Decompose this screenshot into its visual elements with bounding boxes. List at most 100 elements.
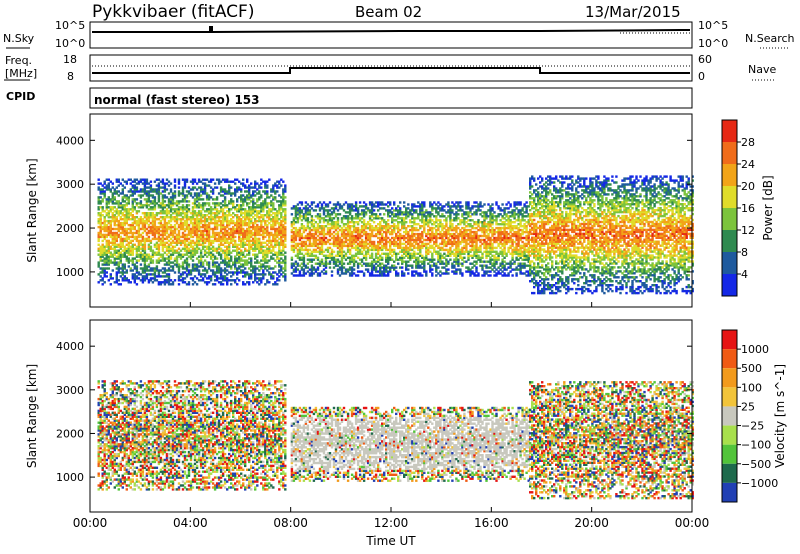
power-echo-cell	[159, 186, 163, 189]
power-echo-cell	[99, 225, 102, 229]
power-echo-cell	[159, 212, 163, 215]
power-echo-cell	[127, 196, 130, 199]
power-echo-cell	[107, 233, 110, 237]
power-echo-cells	[97, 175, 694, 295]
power-echo-cell	[97, 281, 100, 284]
power-echo-cell	[161, 245, 165, 248]
power-echo-cell	[153, 279, 157, 282]
power-echo-cell	[260, 194, 263, 197]
power-echo-cell	[141, 182, 145, 185]
power-echo-cell	[133, 192, 136, 195]
power-echo-cell	[101, 210, 104, 213]
power-echo-cell	[137, 247, 141, 250]
power-echo-cell	[97, 235, 100, 239]
power-echo-cell	[157, 196, 161, 199]
power-echo-cell	[115, 190, 118, 193]
power-echo-cell	[129, 249, 132, 252]
power-echo-cell	[137, 223, 141, 227]
power-echo-cell	[167, 247, 171, 250]
power-echo-cell	[103, 190, 106, 193]
power-echo-cell	[105, 204, 108, 207]
power-echo-cell	[284, 196, 287, 199]
power-echo-cell	[117, 283, 120, 286]
power-echo-cell	[111, 231, 114, 235]
power-echo-cell	[117, 206, 120, 209]
power-echo-cell	[119, 243, 122, 246]
power-echo-cell	[139, 190, 143, 193]
power-echo-cell	[99, 218, 102, 221]
power-echo-cell	[103, 237, 106, 241]
power-echo-cell	[105, 212, 108, 215]
power-echo-cell	[105, 208, 108, 211]
power-echo-cell	[97, 249, 100, 252]
power-echo-cell	[137, 182, 141, 185]
power-echo-cell	[119, 245, 122, 248]
power-echo-cell	[163, 227, 167, 231]
power-echo-cell	[105, 263, 108, 266]
power-echo-cell	[163, 206, 167, 209]
power-echo-cell	[111, 219, 114, 223]
power-echo-cell	[425, 270, 428, 273]
power-echo-cell	[149, 231, 153, 235]
power-echo-cell	[143, 223, 147, 227]
power-echo-cell	[135, 210, 139, 213]
power-echo-cell	[163, 221, 167, 225]
power-echo-cell	[153, 275, 157, 278]
power-echo-cell	[109, 219, 112, 223]
power-echo-cell	[169, 257, 173, 260]
power-echo-cell	[133, 186, 136, 189]
power-echo-cell	[111, 239, 114, 243]
power-echo-cell	[161, 182, 165, 185]
power-echo-cell	[157, 243, 161, 246]
power-echo-cell	[135, 265, 139, 268]
power-echo-cell	[125, 233, 128, 237]
power-echo-cell	[121, 208, 124, 211]
power-echo-cell	[121, 271, 124, 274]
power-echo-cell	[115, 245, 118, 248]
power-echo-cell	[109, 273, 112, 276]
power-echo-cell	[99, 190, 102, 193]
power-echo-cell	[113, 237, 116, 241]
power-echo-cell	[119, 247, 122, 250]
power-echo-cell	[131, 231, 134, 235]
power-echo-cell	[103, 216, 106, 219]
power-echo-cell	[159, 237, 163, 241]
power-echo-cell	[155, 245, 159, 248]
power-echo-cell	[107, 225, 110, 229]
power-echo-cell	[99, 192, 102, 195]
power-echo-cell	[115, 273, 118, 276]
power-echo-cell	[139, 188, 143, 191]
power-echo-cell	[113, 257, 116, 260]
power-echo-cell	[131, 216, 134, 219]
power-echo-cell	[125, 237, 128, 241]
power-echo-cell	[99, 251, 102, 254]
power-echo-cell	[113, 219, 116, 223]
power-echo-cell	[109, 198, 112, 201]
power-echo-cell	[157, 229, 161, 233]
power-echo-cell	[354, 201, 358, 204]
power-echo-cell	[153, 277, 157, 280]
power-echo-cell	[135, 221, 139, 225]
power-echo-cell	[171, 261, 175, 264]
power-echo-cell	[149, 184, 153, 187]
power-echo-cell	[153, 223, 157, 227]
power-echo-cell	[137, 271, 141, 274]
power-echo-cell	[131, 243, 134, 246]
power-echo-cell	[141, 227, 145, 231]
power-echo-cell	[171, 229, 175, 233]
power-echo-cell	[139, 178, 143, 181]
power-echo-cell	[147, 265, 151, 268]
power-echo-cell	[107, 210, 110, 213]
power-echo-cell	[109, 283, 112, 286]
power-echo-cell	[105, 243, 108, 246]
power-echo-cell	[143, 237, 147, 241]
power-echo-cell	[133, 184, 136, 187]
power-echo-cell	[187, 263, 191, 266]
power-echo-cell	[423, 201, 426, 204]
power-echo-cell	[159, 225, 163, 229]
power-echo-cell	[117, 243, 120, 246]
power-echo-cell	[165, 208, 169, 211]
power-echo-cell	[115, 279, 118, 282]
power-echo-cell	[344, 232, 348, 236]
power-echo-cell	[135, 283, 139, 286]
